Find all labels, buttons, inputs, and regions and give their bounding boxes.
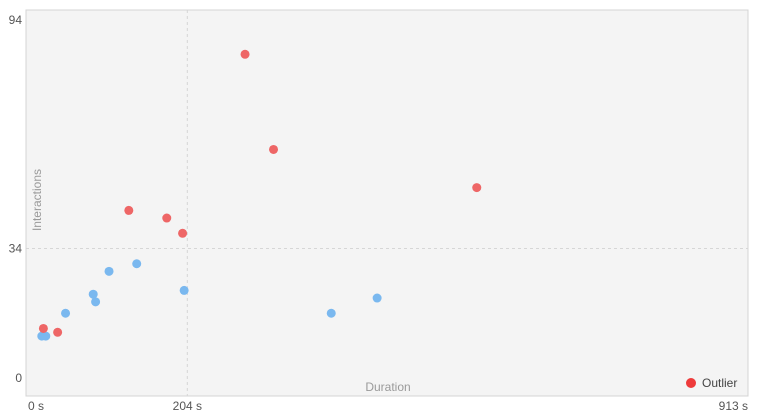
data-point (104, 266, 114, 276)
data-point (41, 331, 51, 341)
data-point (88, 289, 98, 299)
grid-lines (26, 10, 748, 396)
data-point (91, 297, 101, 307)
x-tick-label: 913 s (719, 399, 748, 413)
legend-outlier-label: Outlier (702, 376, 737, 390)
outlier-point (53, 327, 63, 337)
y-axis-title: Interactions (30, 169, 44, 231)
legend: Outlier (686, 376, 737, 390)
x-tick-label: 204 s (173, 399, 202, 413)
outlier-point (38, 323, 48, 333)
data-point (372, 293, 382, 303)
data-point (61, 308, 71, 318)
y-tick-label: 34 (9, 242, 23, 256)
data-points (37, 49, 482, 341)
x-axis-title: Duration (365, 380, 410, 394)
outlier-point (162, 213, 172, 223)
data-point (132, 259, 142, 269)
outlier-point (240, 49, 250, 59)
outlier-point (124, 205, 134, 215)
data-point (326, 308, 336, 318)
x-tick-label: 0 s (28, 399, 44, 413)
data-point (179, 285, 189, 295)
tick-labels: 0 s 204 s 913 s 0 34 94 (9, 13, 748, 413)
legend-outlier-marker (686, 378, 696, 388)
outlier-point (472, 183, 482, 193)
outlier-point (178, 228, 188, 238)
plot-area (25, 9, 749, 397)
y-tick-label: 0 (15, 371, 22, 385)
y-tick-label: 94 (9, 13, 23, 27)
outlier-point (269, 144, 279, 154)
